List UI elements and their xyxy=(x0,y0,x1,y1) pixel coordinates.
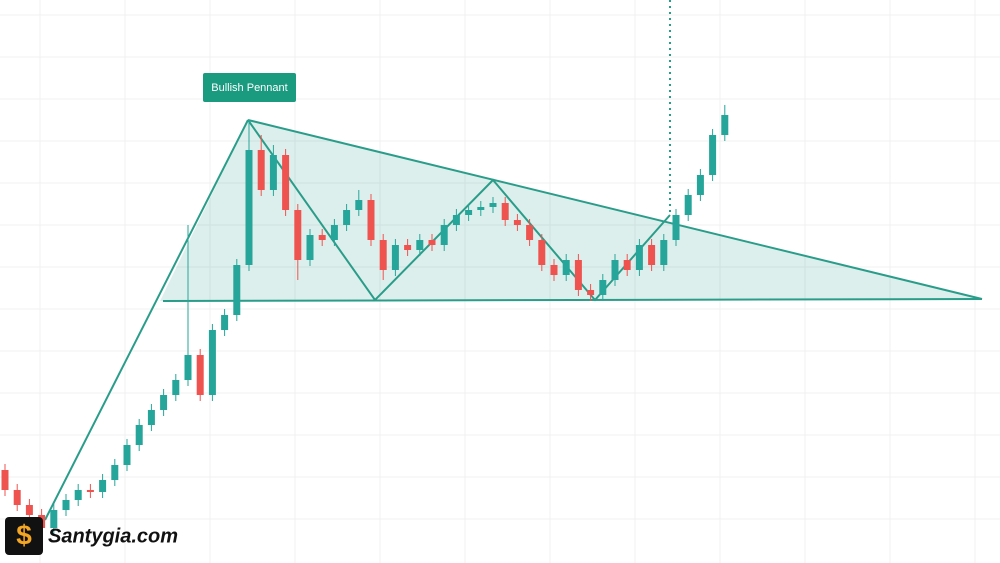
watermark: Santygia.com xyxy=(48,525,178,547)
candle-body xyxy=(221,315,229,330)
candle-body xyxy=(330,225,338,240)
candle-body xyxy=(294,210,302,260)
candle-body xyxy=(526,225,534,240)
annotation: Bullish Pennant xyxy=(211,82,287,94)
upper-trendline xyxy=(247,119,983,300)
pattern xyxy=(44,0,983,521)
candle-body xyxy=(440,225,448,245)
candle-body xyxy=(282,155,290,210)
logo-symbol: $ xyxy=(16,519,32,550)
candle-body xyxy=(623,260,631,270)
candle-body xyxy=(50,510,58,528)
candle-body xyxy=(635,245,643,270)
candle-body xyxy=(477,207,485,210)
candle-body xyxy=(562,260,570,275)
watermark-logo: $ Santygia.com xyxy=(5,517,178,555)
candle-body xyxy=(86,490,94,492)
candle-body xyxy=(574,260,582,290)
candle-body xyxy=(404,245,412,250)
candle-body xyxy=(452,215,460,225)
candle-body xyxy=(269,155,277,190)
candle-body xyxy=(428,240,436,245)
annotation-box: Bullish Pennant xyxy=(203,73,296,102)
candle-body xyxy=(99,480,107,492)
flagpole xyxy=(44,119,249,521)
candle-body xyxy=(306,235,314,260)
candle-body xyxy=(379,240,387,270)
candle-body xyxy=(355,200,363,210)
candle-body xyxy=(538,240,546,265)
lower-trendline xyxy=(162,298,983,302)
candle-body xyxy=(172,380,180,395)
candle-body xyxy=(135,425,143,445)
candle-body xyxy=(391,245,399,270)
candle-body xyxy=(147,410,155,425)
candle-body xyxy=(489,203,497,207)
candle-body xyxy=(550,265,558,275)
candle-body xyxy=(684,195,692,215)
candle-body xyxy=(123,445,131,465)
candle-body xyxy=(696,175,704,195)
candle-body xyxy=(599,280,607,295)
candle-body xyxy=(672,215,680,240)
pennant-fill xyxy=(160,120,982,301)
candles xyxy=(1,105,729,534)
candle-body xyxy=(709,135,717,175)
candle-body xyxy=(233,265,241,315)
candle-body xyxy=(513,220,521,225)
candle-body xyxy=(184,355,192,380)
candle-body xyxy=(62,500,70,510)
candle-body xyxy=(587,290,595,295)
candle-body xyxy=(660,240,668,265)
candle-body xyxy=(721,115,729,135)
annotation-bg xyxy=(203,73,296,102)
candle-body xyxy=(13,490,21,505)
candle-body xyxy=(257,150,265,190)
candle-body xyxy=(196,355,204,395)
candle-body xyxy=(160,395,168,410)
candle-body xyxy=(25,505,33,515)
candle-body xyxy=(111,465,119,480)
candle-body xyxy=(208,330,216,395)
candle-body xyxy=(74,490,82,500)
candle-body xyxy=(501,203,509,220)
candle-body xyxy=(611,260,619,280)
logo-icon xyxy=(5,517,43,555)
candle-body xyxy=(318,235,326,240)
candle-body xyxy=(343,210,351,225)
candle-body xyxy=(648,245,656,265)
candle-body xyxy=(1,470,9,490)
candle-body xyxy=(416,240,424,250)
candle-body xyxy=(367,200,375,240)
candle-body xyxy=(245,150,253,265)
candle-body xyxy=(465,210,473,215)
